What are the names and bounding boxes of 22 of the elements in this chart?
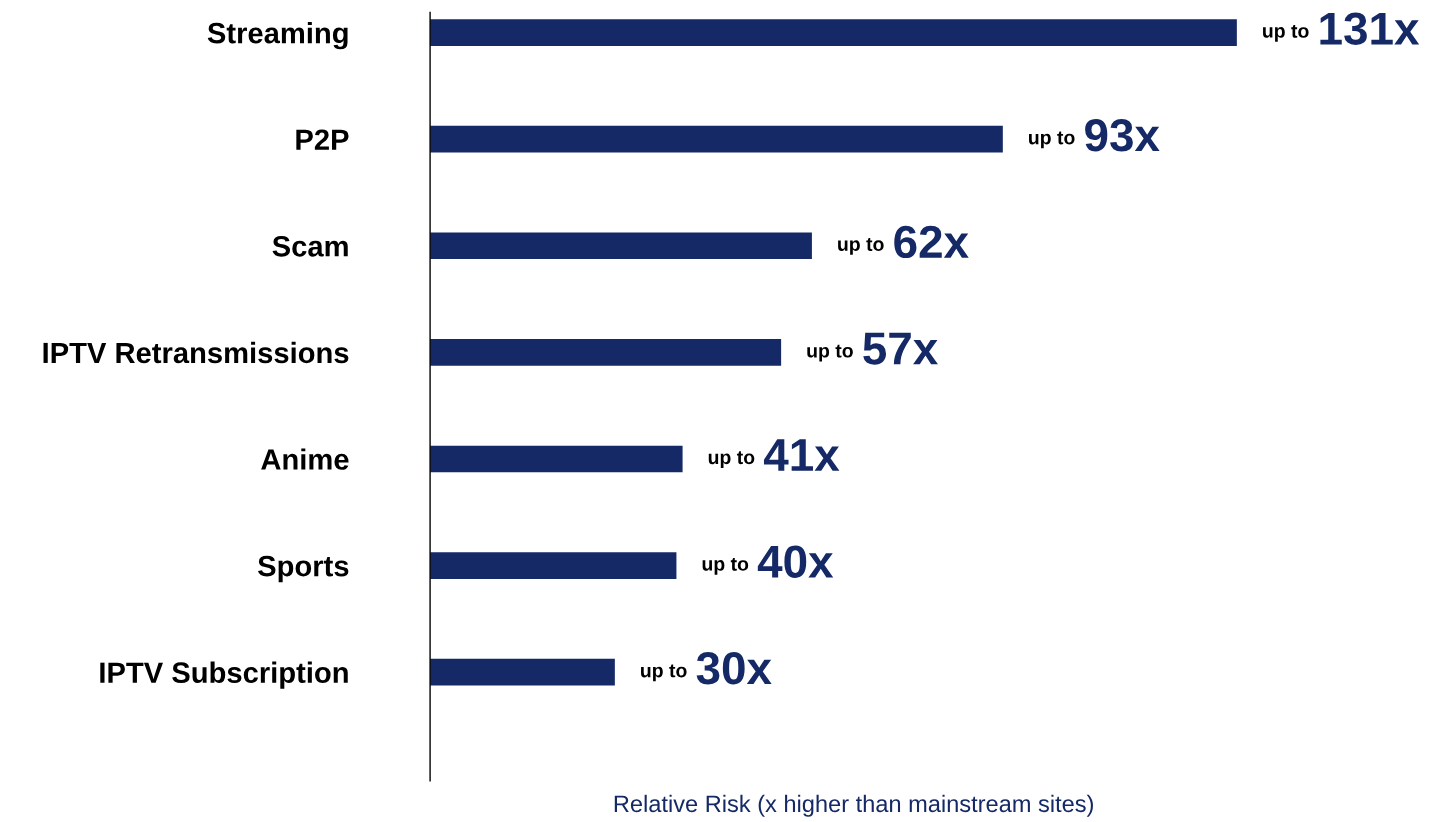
y-tick-label: IPTV Retransmissions xyxy=(43,341,349,364)
y-tick-label: Anime xyxy=(261,448,349,470)
bar xyxy=(430,445,683,473)
bar xyxy=(430,552,677,579)
y-tick-label: IPTV Subscription xyxy=(100,661,348,689)
bar xyxy=(430,19,1237,46)
bar xyxy=(430,232,812,260)
y-tick-label: P2P xyxy=(296,129,349,150)
y-tick-label: Sports xyxy=(258,555,349,583)
bar xyxy=(430,125,1003,153)
data-label: up to 62x xyxy=(838,225,969,259)
bar xyxy=(430,658,615,686)
data-label: up to 41x xyxy=(708,439,840,471)
bar xyxy=(430,339,782,366)
data-label: up to 131x xyxy=(1263,12,1420,45)
y-tick-label: Scam xyxy=(272,235,348,257)
x-axis-title: Relative Risk (x higher than mainstream sites) xyxy=(614,794,1093,817)
data-label: up to 30x xyxy=(641,652,772,685)
y-tick-label: Streaming xyxy=(207,22,348,50)
data-label: up to 40x xyxy=(702,545,834,578)
data-label: up to 57x xyxy=(807,332,938,365)
data-label: up to 93x xyxy=(1029,119,1160,152)
